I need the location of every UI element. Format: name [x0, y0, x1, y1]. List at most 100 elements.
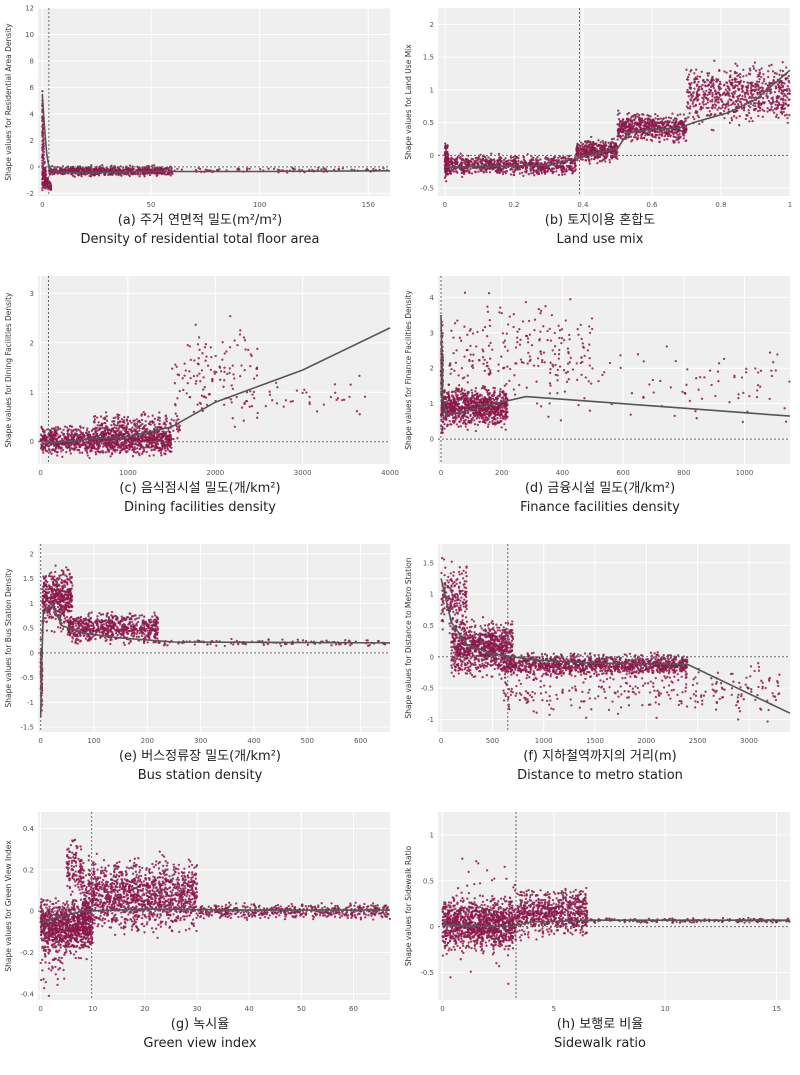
data-point [630, 119, 633, 122]
data-point [752, 102, 756, 105]
x-tick-label: 0 [443, 201, 447, 209]
data-point [732, 114, 736, 118]
data-point [146, 446, 150, 449]
data-point [143, 435, 146, 439]
data-point [461, 159, 464, 162]
data-point [167, 435, 171, 438]
data-point [614, 151, 618, 154]
data-point [50, 427, 54, 430]
data-point [759, 106, 762, 109]
data-point [573, 169, 577, 172]
data-point [783, 82, 786, 85]
data-point [133, 443, 136, 446]
data-point [694, 111, 697, 114]
data-point [498, 167, 502, 171]
data-point [59, 427, 62, 430]
data-point [781, 92, 784, 95]
data-point [599, 155, 602, 158]
data-point [43, 186, 46, 189]
data-point [572, 167, 575, 170]
data-point [701, 106, 704, 109]
data-point [502, 161, 505, 164]
data-point [514, 161, 517, 165]
data-point [786, 121, 789, 125]
data-point [747, 96, 751, 100]
data-point [702, 78, 705, 82]
data-point [522, 174, 525, 178]
y-tick-label: 1 [30, 389, 34, 397]
y-tick-label: 2 [30, 339, 34, 347]
data-point [627, 122, 631, 125]
data-point [568, 167, 571, 170]
data-point [87, 435, 90, 438]
data-point [163, 168, 166, 172]
data-point [453, 158, 456, 161]
data-point [88, 444, 91, 447]
data-point [545, 166, 548, 169]
data-point [667, 116, 671, 119]
data-point [716, 101, 719, 104]
data-point [735, 105, 738, 108]
data-point [749, 69, 752, 72]
data-point [654, 113, 657, 116]
data-point [525, 169, 528, 172]
data-point [47, 169, 51, 172]
data-point [462, 167, 465, 171]
data-point [567, 164, 571, 168]
trend-line [41, 94, 391, 174]
data-point [754, 69, 758, 72]
data-point [690, 93, 693, 96]
data-point [713, 106, 717, 109]
data-point [610, 156, 613, 159]
data-point [770, 91, 773, 94]
data-point [786, 104, 790, 107]
data-point [702, 103, 705, 106]
data-point [642, 124, 645, 127]
data-point [725, 105, 728, 109]
data-point [298, 168, 301, 171]
y-tick-label: -0.5 [420, 185, 434, 193]
data-point [733, 72, 737, 75]
data-point [469, 167, 472, 171]
data-point [143, 166, 146, 169]
data-point [450, 168, 453, 171]
data-point [584, 148, 587, 151]
data-point [164, 449, 167, 452]
data-point [592, 140, 595, 144]
data-point [135, 430, 138, 433]
data-point [323, 167, 326, 170]
data-point [511, 168, 514, 171]
data-point [654, 121, 657, 124]
data-point [744, 117, 748, 121]
data-point [197, 166, 200, 170]
data-point [688, 107, 692, 110]
data-point [659, 125, 662, 129]
data-point [703, 95, 706, 99]
data-point [484, 160, 488, 163]
data-point [602, 158, 605, 161]
data-point [761, 108, 764, 111]
data-point [372, 167, 375, 171]
data-point [588, 162, 591, 165]
data-point [599, 144, 602, 147]
data-point [161, 430, 164, 433]
data-point [710, 128, 713, 132]
data-point [96, 450, 99, 453]
data-point [779, 87, 782, 90]
data-point [574, 164, 577, 167]
data-point [459, 152, 462, 155]
data-point [700, 87, 703, 91]
x-tick-label: 100 [253, 201, 266, 209]
data-point [53, 444, 56, 447]
data-point [509, 168, 512, 171]
data-point [496, 168, 499, 172]
data-point [645, 121, 649, 124]
data-point [695, 68, 698, 71]
data-point [646, 119, 649, 122]
data-point [706, 72, 709, 75]
data-point [728, 89, 731, 92]
data-point [621, 118, 625, 121]
data-point [121, 443, 124, 446]
data-point [560, 157, 563, 160]
data-point [696, 95, 699, 98]
